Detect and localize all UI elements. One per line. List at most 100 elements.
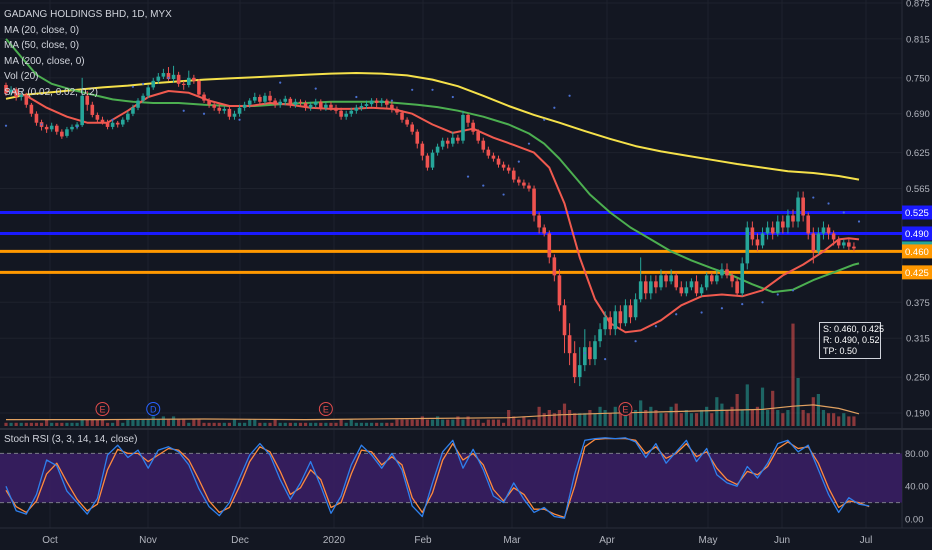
candle-body <box>501 164 506 168</box>
candle-body <box>704 275 709 288</box>
legend-ma50[interactable]: MA (50, close, 0) <box>4 40 80 51</box>
candlestick-series <box>4 65 856 387</box>
grid-lines <box>0 0 932 529</box>
volume-bar <box>283 422 287 426</box>
candle-body <box>405 119 409 125</box>
volume-bar <box>100 419 105 426</box>
volume-bar <box>232 419 237 426</box>
candle-body <box>344 113 348 117</box>
price-tick-label: 0.375 <box>906 298 930 309</box>
legend-ma20[interactable]: MA (20, close, 0) <box>4 24 80 36</box>
price-axis[interactable]: 0.875 0.815 0.750 0.690 0.625 0.565 0.375 0.315… <box>902 0 932 526</box>
sar-dot <box>543 118 546 121</box>
candle-body <box>720 269 724 276</box>
volume-bar <box>715 397 719 426</box>
candle-body <box>85 95 90 105</box>
candle-body <box>420 143 425 156</box>
volume-bar <box>567 410 572 426</box>
candle-body <box>232 113 237 117</box>
sar-dot <box>761 301 764 304</box>
stoch-rsi-lines <box>5 437 870 519</box>
annotation-target: TP: 0.50 <box>823 346 858 356</box>
candle-body <box>638 281 643 300</box>
symbol-title[interactable]: GADANG HOLDINGS BHD, 1D, MYX <box>4 9 172 20</box>
candle-body <box>511 170 516 180</box>
volume-bar <box>121 422 125 426</box>
volume-bar <box>481 422 485 426</box>
candle-body <box>197 80 201 95</box>
candle-body <box>583 347 587 366</box>
candle-body <box>699 287 704 294</box>
volume-bar <box>532 419 536 426</box>
volume-bar <box>339 419 343 426</box>
volume-bar <box>720 403 724 426</box>
candle-body <box>65 129 69 136</box>
event-marker: E <box>618 402 633 416</box>
legend-sar[interactable]: SAR (0.02, 0.02, 0.2) <box>4 86 98 98</box>
volume-bar <box>669 406 673 426</box>
volume-bar <box>141 419 145 426</box>
volume-bar <box>187 422 191 426</box>
volume-bar <box>298 422 303 426</box>
volume-bar <box>248 419 252 426</box>
sar-dot <box>634 340 637 343</box>
volume-bar <box>466 416 470 426</box>
candle-body <box>491 155 496 159</box>
volume-bar <box>65 422 69 426</box>
legend-ma200[interactable]: MA (200, close, 0) <box>4 55 85 67</box>
volume-bar <box>578 413 582 426</box>
candle-body <box>100 119 105 123</box>
levels-annotation-box[interactable]: S: 0.460, 0.425 R: 0.490, 0.52 TP: 0.50 <box>819 322 884 359</box>
candle-body <box>334 107 338 111</box>
candle-body <box>364 104 369 106</box>
volume-bar <box>171 416 176 426</box>
volume-bar <box>156 419 160 426</box>
event-circle <box>618 402 633 416</box>
volume-bar <box>405 419 409 426</box>
time-axis[interactable]: Oct Nov Dec 2020 Feb Mar Apr May Jun Jul <box>42 535 872 546</box>
stoch-rsi-legend[interactable]: Stoch RSI (3, 3, 14, 14, close) <box>4 434 138 445</box>
candle-body <box>278 101 282 105</box>
stoch-tick-label: 40.00 <box>905 482 929 493</box>
volume-bar <box>517 419 521 426</box>
sar-dot <box>741 302 744 306</box>
volume-bar <box>161 416 165 426</box>
volume-bar <box>24 422 28 426</box>
volume-bar <box>781 413 785 426</box>
candle-body <box>654 281 658 288</box>
volume-bar <box>654 410 658 426</box>
volume-bar <box>441 419 445 426</box>
candle-body <box>425 155 430 168</box>
candle-body <box>359 105 364 108</box>
time-tick-label: Dec <box>231 535 249 546</box>
stoch-rsi-bands <box>0 452 902 504</box>
candle-body <box>826 227 831 234</box>
volume-bar <box>268 422 272 426</box>
volume-bar <box>583 413 587 426</box>
volume-bar <box>263 422 267 426</box>
candle-body <box>730 275 734 282</box>
sar-dot <box>167 76 170 79</box>
sar-dot <box>583 352 586 355</box>
candle-body <box>192 77 196 81</box>
event-circle <box>146 402 161 416</box>
volume-bar <box>842 413 846 426</box>
candle-body <box>649 281 653 294</box>
candle-body <box>369 100 374 105</box>
candle-body <box>684 287 689 294</box>
volume-bar <box>288 422 292 426</box>
legend-volume[interactable]: Vol (20) <box>4 71 39 82</box>
volume-bar <box>623 413 628 426</box>
sar-dot <box>675 313 678 316</box>
volume-bar <box>55 422 59 426</box>
volume-bar <box>786 410 790 426</box>
volume-bar <box>222 422 226 426</box>
candle-body <box>263 95 267 102</box>
candle-body <box>760 233 765 246</box>
volume-bar <box>344 422 348 426</box>
price-tick-label: 0.625 <box>906 148 930 159</box>
sar-dot <box>791 289 795 292</box>
candle-body <box>202 94 206 101</box>
